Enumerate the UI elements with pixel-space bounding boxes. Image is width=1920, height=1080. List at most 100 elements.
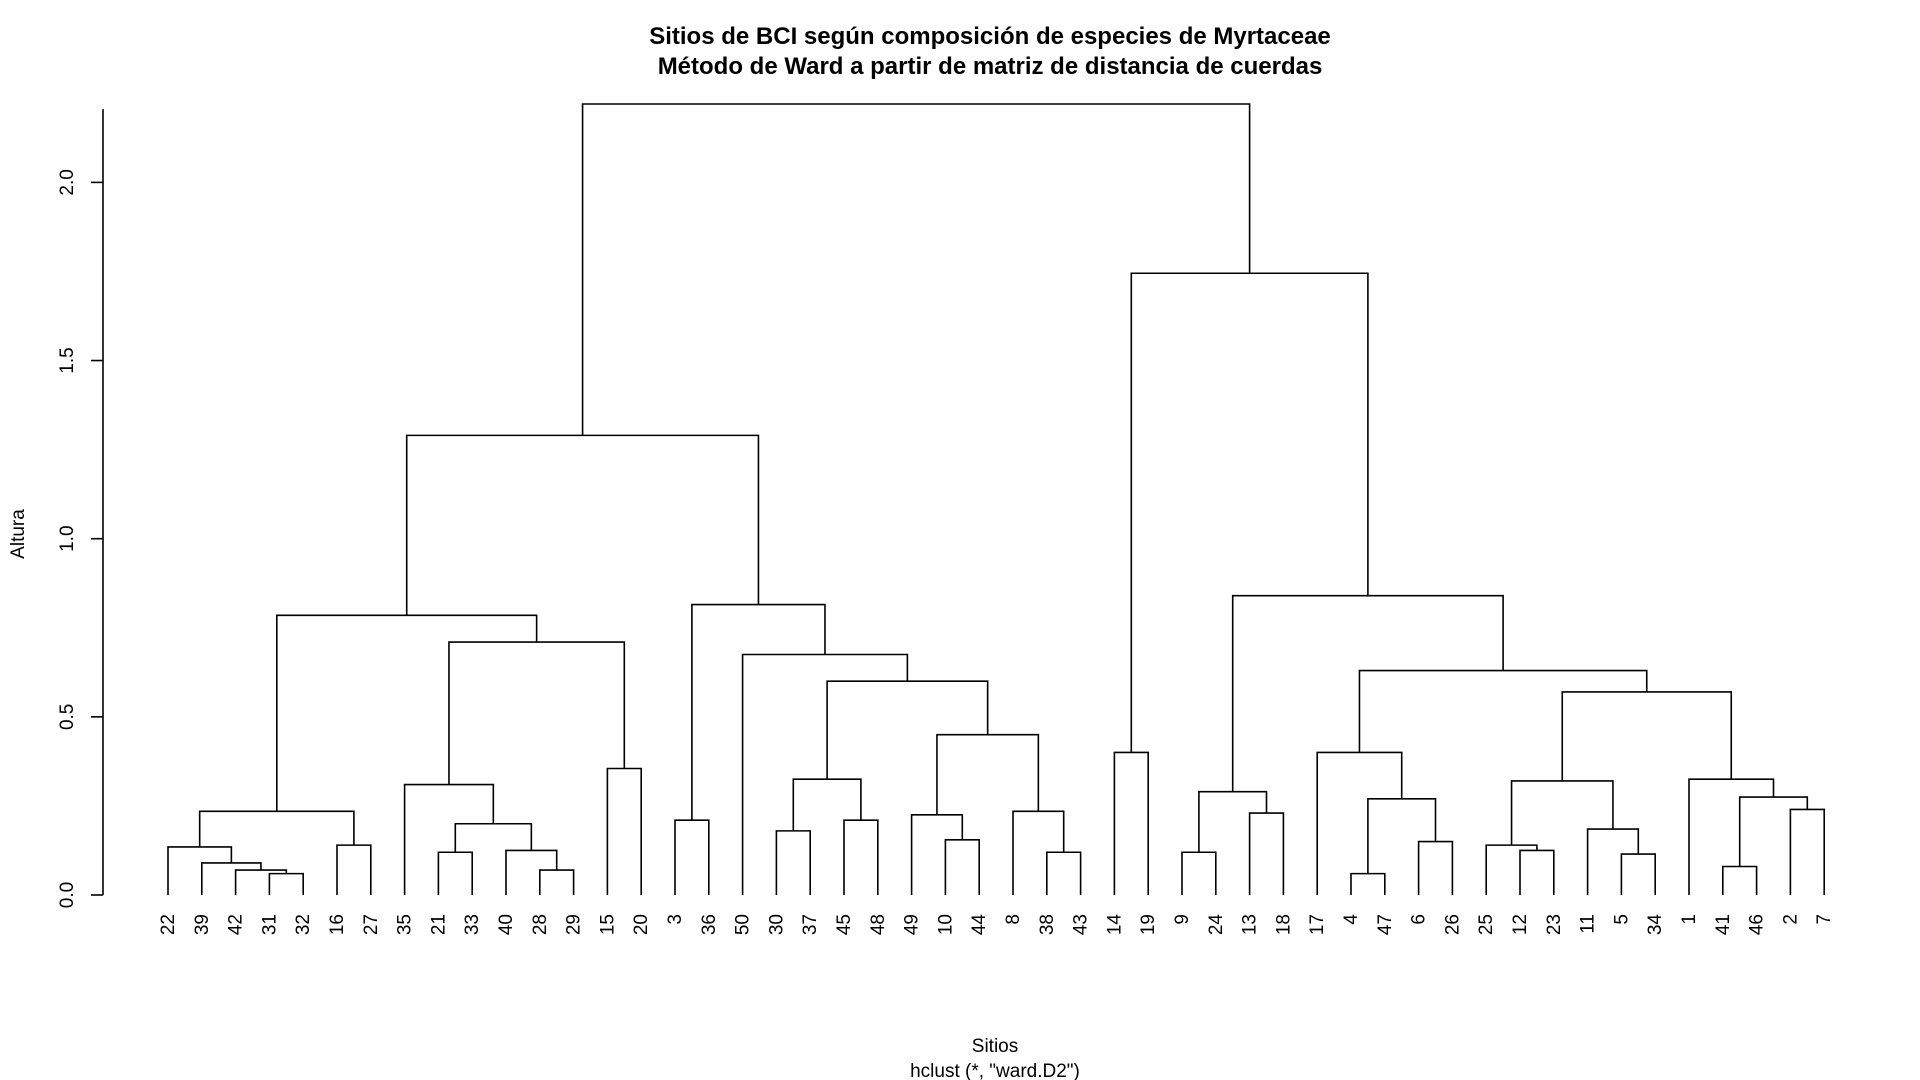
dendrogram-branch <box>405 434 760 616</box>
dendrogram-branch <box>1358 669 1648 753</box>
y-tick-label: 2.0 <box>57 169 78 195</box>
leaf-label: 37 <box>800 914 821 935</box>
leaf-label: 22 <box>158 914 179 935</box>
leaf-label: 35 <box>395 914 416 935</box>
dendrogram-branches <box>167 103 1825 895</box>
dendrogram-branch <box>268 872 304 895</box>
leaf-label: 2 <box>1780 914 1801 925</box>
leaf-label: 16 <box>327 914 348 935</box>
leaf-label: 4 <box>1341 914 1362 925</box>
dendrogram-branch <box>944 838 980 895</box>
dendrogram-branch <box>1417 840 1454 895</box>
leaf-label: 45 <box>834 914 855 935</box>
leaf-label: 43 <box>1071 914 1092 935</box>
dendrogram-branch <box>741 653 909 895</box>
dendrogram-branch <box>843 819 879 895</box>
dendrogram-branch <box>1510 780 1614 846</box>
dendrogram-branch <box>792 778 862 831</box>
dendrogram-branch <box>826 680 989 780</box>
leaf-label: 48 <box>868 914 889 935</box>
leaf-label: 41 <box>1713 914 1734 935</box>
leaf-label: 31 <box>259 914 280 935</box>
dendrogram-branch <box>167 846 233 895</box>
leaf-label: 34 <box>1645 914 1666 936</box>
leaf-label: 39 <box>192 914 213 935</box>
dendrogram-branch <box>275 614 538 812</box>
x-axis-label: Sitios <box>972 1036 1018 1057</box>
dendrogram-branch <box>1046 851 1082 895</box>
dendrogram-branch <box>1350 872 1386 895</box>
dendrogram-branch <box>336 844 372 895</box>
leaf-label: 46 <box>1747 914 1768 935</box>
leaf-label: 30 <box>766 914 787 935</box>
leaf-label: 38 <box>1037 914 1058 935</box>
y-axis-label: Altura <box>8 509 29 559</box>
dendrogram-branch <box>606 767 642 895</box>
leaf-label: 36 <box>699 914 720 935</box>
leaf-label: 24 <box>1206 914 1227 936</box>
leaf-label: 9 <box>1172 914 1193 925</box>
leaf-label: 42 <box>226 914 247 935</box>
y-tick-label: 0.0 <box>57 882 78 908</box>
dendrogram-branch <box>1113 751 1149 895</box>
dendrogram-branch <box>1789 808 1825 895</box>
dendrogram-branch <box>1130 272 1369 753</box>
leaf-label: 14 <box>1104 914 1125 936</box>
method-caption: hclust (*, "ward.D2") <box>910 1061 1080 1080</box>
y-axis: 0.0 0.5 1.0 1.5 2.0 <box>57 109 104 908</box>
leaf-label: 29 <box>564 914 585 935</box>
dendrogram-branch <box>1586 828 1640 895</box>
leaf-label: 1 <box>1679 914 1700 925</box>
leaf-label: 44 <box>969 914 990 936</box>
dendrogram-branch <box>1198 790 1268 853</box>
dendrogram-branch <box>1519 849 1555 895</box>
dendrogram-branch <box>1722 865 1758 895</box>
leaf-label: 18 <box>1273 914 1294 935</box>
dendrogram-branch <box>1231 594 1504 792</box>
dendrogram-branch <box>505 849 558 895</box>
dendrogram-branch <box>936 733 1040 815</box>
leaf-label: 32 <box>293 914 314 935</box>
leaf-label: 21 <box>428 914 449 935</box>
dendrogram-branch <box>581 103 1251 436</box>
dendrogram-branch <box>448 641 626 785</box>
y-tick-label: 1.0 <box>57 525 78 551</box>
dendrogram-branch <box>1367 797 1437 874</box>
leaf-label: 13 <box>1240 914 1261 935</box>
leaf-label: 26 <box>1442 914 1463 935</box>
leaf-label: 19 <box>1138 914 1159 935</box>
leaf-label: 33 <box>462 914 483 935</box>
dendrogram-branch <box>775 830 811 895</box>
dendrogram-branch <box>234 869 288 895</box>
dendrogram-branch <box>454 822 533 853</box>
chart-subtitle: Método de Ward a partir de matriz de dis… <box>658 53 1323 80</box>
dendrogram-branch <box>201 862 262 895</box>
dendrogram-branch <box>1738 796 1809 867</box>
dendrogram-branch <box>539 869 575 895</box>
leaf-label: 7 <box>1814 914 1835 925</box>
dendrogram-branch <box>1012 810 1065 895</box>
leaf-label: 17 <box>1307 914 1328 935</box>
leaf-label: 50 <box>733 914 754 935</box>
leaf-label: 8 <box>1003 914 1024 925</box>
leaf-label: 5 <box>1611 914 1632 925</box>
leaf-label: 20 <box>631 914 652 935</box>
leaf-label: 27 <box>361 914 382 935</box>
chart-title: Sitios de BCI según composición de espec… <box>649 23 1331 50</box>
leaf-labels: 22 39 42 31 32 16 27 35 21 33 40 28 29 15 20 3 36 50 30 37 4… <box>158 914 1835 936</box>
leaf-label: 40 <box>496 914 517 935</box>
leaf-label: 11 <box>1578 914 1599 934</box>
leaf-label: 23 <box>1544 914 1565 935</box>
leaf-label: 15 <box>597 914 618 935</box>
leaf-label: 10 <box>935 914 956 935</box>
dendrogram-branch <box>437 851 473 895</box>
dendrogram-branch <box>1485 844 1538 895</box>
dendrogram-branch <box>674 819 710 895</box>
leaf-label: 47 <box>1375 914 1396 935</box>
dendrogram-branch <box>910 814 964 895</box>
y-tick-label: 0.5 <box>57 704 78 730</box>
leaf-label: 6 <box>1409 914 1430 925</box>
y-tick-label: 1.5 <box>57 347 78 373</box>
dendrogram-branch <box>198 810 355 847</box>
